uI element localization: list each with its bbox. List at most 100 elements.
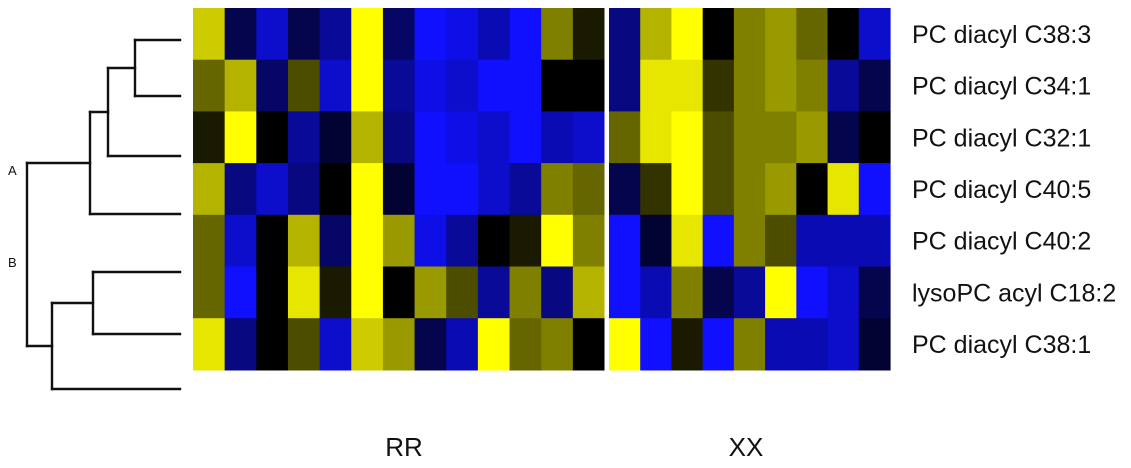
cluster-label-a: A [8, 163, 17, 178]
heatmap-cell [224, 163, 257, 216]
heatmap-cell [287, 59, 321, 112]
heatmap-cell [640, 8, 673, 61]
heatmap-cell [827, 59, 860, 112]
heatmap-cell [446, 8, 479, 61]
heatmap-cell [702, 266, 735, 319]
heatmap-cell [765, 8, 797, 61]
row-labels: PC diacyl C38:3 PC diacyl C34:1 PC diacyl … [912, 21, 1116, 359]
heatmap-cell [477, 8, 511, 61]
heatmap-cell [351, 163, 384, 216]
heatmap-cell [541, 111, 574, 164]
heatmap-cell [414, 111, 447, 164]
heatmap-cell [671, 8, 704, 61]
heatmap-cell [733, 59, 766, 112]
heatmap-cell [224, 8, 257, 61]
heatmap-cell [256, 266, 289, 319]
heatmap-cell [477, 266, 511, 319]
heatmap-cell [827, 8, 860, 61]
heatmap-cell [224, 214, 257, 268]
heatmap-cell [319, 59, 352, 112]
heatmap-cell [640, 111, 673, 164]
heatmap-cell [541, 8, 574, 61]
heatmap-cell [256, 214, 289, 268]
heatmap-cell [446, 163, 479, 216]
heatmap-cell [287, 111, 321, 164]
heatmap-cell [827, 163, 860, 216]
heatmap-cell [572, 111, 606, 164]
heatmap-cell [446, 318, 479, 371]
heatmap-cell [609, 163, 641, 216]
heatmap-cell [382, 266, 416, 319]
heatmap-cell [858, 59, 891, 112]
heatmap-cell [382, 318, 416, 371]
heatmap-cell [477, 318, 511, 371]
heatmap-cell [733, 318, 766, 371]
heatmap-cell [414, 266, 447, 319]
heatmap-cell [765, 214, 797, 268]
heatmap-cell [287, 318, 321, 371]
heatmap-cell [765, 266, 797, 319]
heatmap-cell [572, 59, 606, 112]
group-label-rr: RR [385, 432, 423, 462]
heatmap-cell [541, 163, 574, 216]
heatmap-cell [671, 318, 704, 371]
heatmap-cell [256, 318, 289, 371]
heatmap-cell [572, 214, 606, 268]
heatmap-cell [256, 8, 289, 61]
heatmap-cell [287, 214, 321, 268]
heatmap-cell [382, 163, 416, 216]
heatmap-cell [609, 111, 641, 164]
heatmap-cell [193, 266, 226, 319]
heatmap-cell [193, 111, 226, 164]
row-label: PC diacyl C40:5 [912, 176, 1091, 204]
heatmap-cell [414, 214, 447, 268]
heatmap-cell [414, 163, 447, 216]
heatmap-cell [541, 266, 574, 319]
heatmap-cell [446, 59, 479, 112]
heatmap-cell [319, 163, 352, 216]
heatmap-cell [509, 59, 542, 112]
heatmap-cell [414, 59, 447, 112]
heatmap-cell [509, 163, 542, 216]
heatmap-cell [319, 8, 352, 61]
heatmap-cell [827, 111, 860, 164]
heatmap-cell [796, 59, 829, 112]
heatmap-cell [640, 318, 673, 371]
heatmap-cell [193, 59, 226, 112]
heatmap-cell [224, 111, 257, 164]
heatmap-cell [414, 8, 447, 61]
heatmap-cell [256, 111, 289, 164]
cluster-label-b: B [8, 255, 17, 270]
row-label: lysoPC acyl C18:2 [912, 279, 1116, 307]
heatmap-cell [256, 163, 289, 216]
heatmap-cell [224, 59, 257, 112]
heatmap-cell [609, 214, 641, 268]
row-label: PC diacyl C32:1 [912, 124, 1091, 152]
heatmap-cell [446, 266, 479, 319]
row-dendrogram [25, 38, 182, 391]
heatmap-cell [858, 163, 891, 216]
heatmap-cell [702, 163, 735, 216]
heatmap-cell [509, 111, 542, 164]
heatmap-grid [193, 8, 891, 371]
heatmap-cell [224, 266, 257, 319]
heatmap-cell [796, 214, 829, 268]
heatmap-cell [572, 266, 606, 319]
heatmap-cell [224, 318, 257, 371]
heatmap-cell [609, 59, 641, 112]
heatmap-cell [858, 214, 891, 268]
heatmap-cell [193, 163, 226, 216]
heatmap-cell [609, 318, 641, 371]
heatmap-cell [541, 59, 574, 112]
heatmap-cell [765, 163, 797, 216]
heatmap-cell [319, 214, 352, 268]
heatmap-cell [509, 266, 542, 319]
heatmap-cell [640, 59, 673, 112]
heatmap-cell [796, 318, 829, 371]
heatmap-cell [858, 318, 891, 371]
heatmap-cell [702, 59, 735, 112]
heatmap-cell [541, 318, 574, 371]
group-divider [604, 8, 609, 371]
heatmap-cell [319, 111, 352, 164]
